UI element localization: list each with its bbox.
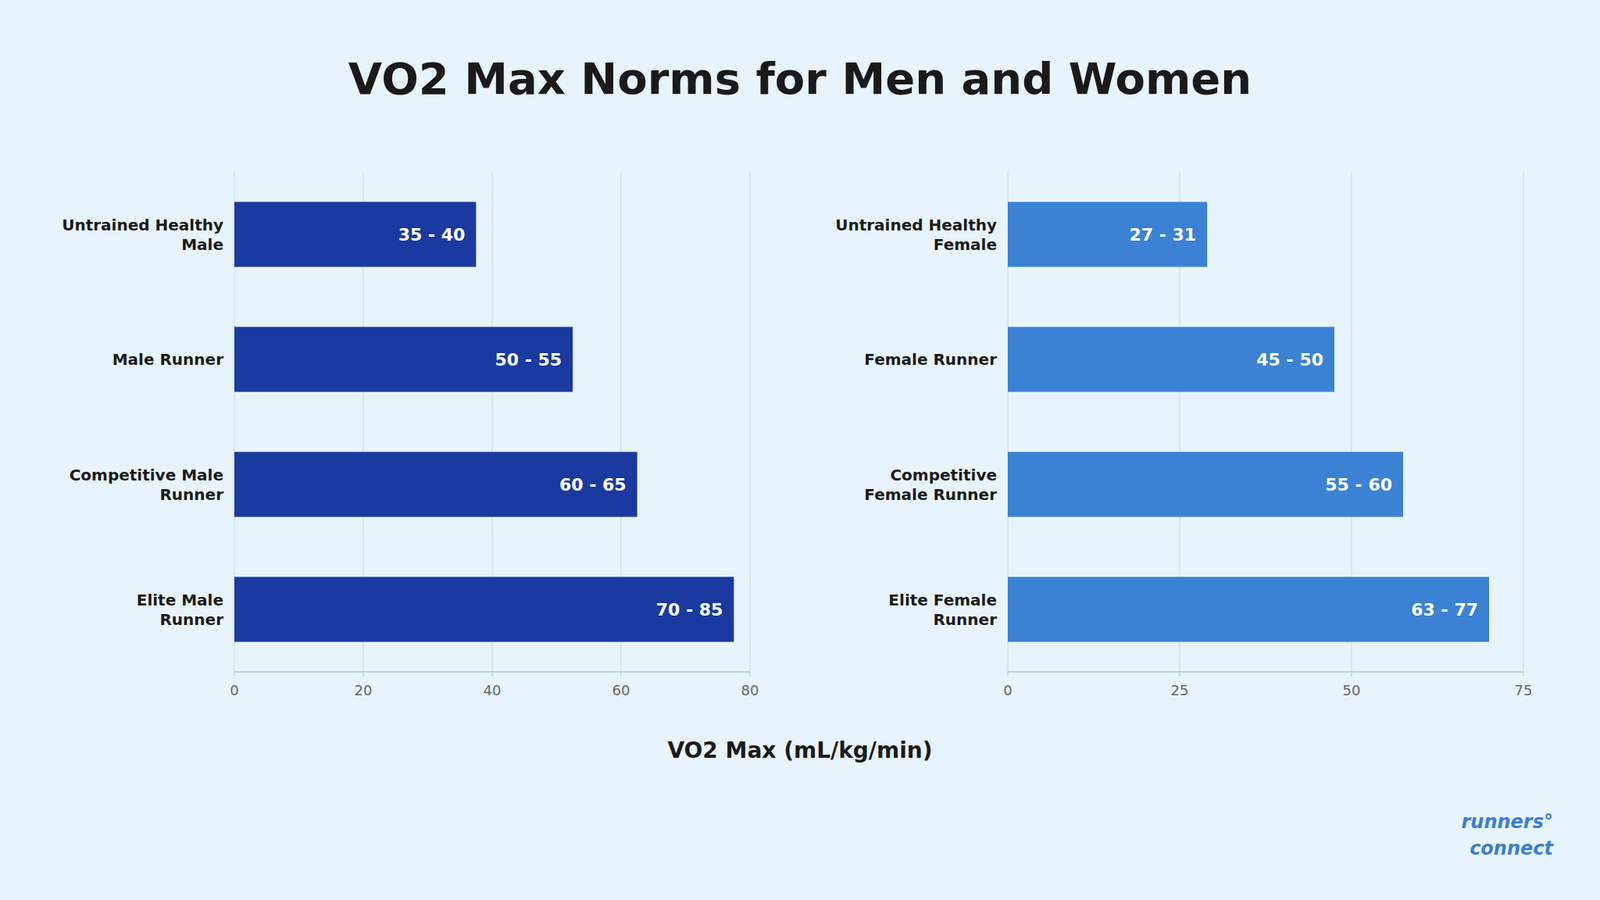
tick-mark: [1351, 671, 1353, 677]
data-label: 27 - 31: [1129, 225, 1197, 245]
category-label: Female Runner: [864, 350, 997, 369]
tick-mark: [1179, 671, 1181, 677]
category-label: Elite FemaleRunner: [888, 590, 997, 629]
chart: 02040608035 - 40Untrained HealthyMale50 …: [0, 0, 1600, 900]
category-label: Untrained HealthyFemale: [835, 215, 997, 254]
category-label-line: Runner: [159, 485, 224, 504]
tick-label: 0: [1003, 682, 1012, 699]
data-label: 63 - 77: [1410, 600, 1479, 620]
bar: [234, 451, 638, 517]
tick-mark: [621, 671, 622, 677]
annotation: runners°: [1461, 810, 1554, 833]
tick-mark: [1523, 671, 1525, 677]
category-label-line: Runner: [159, 610, 224, 629]
bar: [1007, 326, 1335, 392]
bars: [234, 201, 734, 642]
tick-label: 25: [1171, 682, 1190, 699]
bar: [234, 201, 476, 267]
category-label-line: Untrained Healthy: [61, 215, 224, 235]
category-label: Male Runner: [112, 350, 224, 369]
background: [0, 0, 1600, 900]
category-label-line: Competitive: [889, 465, 997, 485]
category-label: CompetitiveFemale Runner: [864, 465, 997, 504]
tick-label: 50: [1342, 682, 1361, 699]
tick-label: 75: [1514, 682, 1533, 699]
grid-line: [750, 171, 751, 672]
bar: [234, 326, 573, 392]
tick-mark: [363, 671, 365, 677]
x-axis-line: [1007, 671, 1524, 673]
tick-label: 40: [483, 682, 502, 699]
data-label: 45 - 50: [1256, 350, 1324, 370]
x-axis-line: [234, 671, 750, 673]
tick-label: 0: [229, 682, 239, 699]
data-label: 50 - 55: [494, 350, 562, 370]
category-label-line: Male: [181, 235, 224, 254]
category-label-line: Female Runner: [864, 485, 997, 504]
category-label-line: Runner: [932, 610, 997, 629]
category-label-line: Female: [933, 235, 997, 254]
category-label: Elite MaleRunner: [136, 590, 224, 629]
labels: 35 - 40 Untrained HealthyMale 50 - 55 Male …: [61, 215, 723, 629]
category-label-line: Competitive Male: [69, 465, 224, 485]
panel: 0 20 40 60 80 35 - 40 Untrained HealthyMale 50 …: [61, 171, 759, 699]
data-label: 60 - 65: [559, 475, 627, 495]
panel: 0 25 50 75 27 - 31 Untrained HealthyFemale 45 …: [835, 171, 1533, 699]
x-axis-label: VO2 Max (mL/kg/min): [667, 737, 933, 764]
tick-label: 20: [354, 682, 373, 699]
tick-mark: [1007, 671, 1009, 677]
category-label-line: Female Runner: [864, 350, 997, 369]
category-label: Competitive MaleRunner: [69, 465, 224, 504]
tick-label: 60: [612, 682, 631, 699]
tick-mark: [750, 671, 751, 677]
data-label: 70 - 85: [656, 600, 724, 620]
tick-mark: [492, 671, 493, 677]
tick-mark: [234, 671, 236, 677]
labels: 27 - 31 Untrained HealthyFemale 45 - 50 Fem…: [835, 215, 1479, 629]
bar: [234, 576, 734, 642]
bar: [1007, 201, 1208, 267]
grid-line: [1523, 171, 1525, 672]
category-label-line: Male Runner: [112, 350, 224, 369]
category-label-line: Elite Male: [136, 590, 224, 610]
category-label: Untrained HealthyMale: [61, 215, 224, 254]
data-label: 55 - 60: [1325, 475, 1393, 495]
data-label: 35 - 40: [398, 225, 466, 245]
annotation: connect: [1469, 837, 1554, 860]
category-label-line: Elite Female: [888, 590, 997, 610]
bars: [1007, 201, 1490, 642]
bar: [1007, 451, 1404, 517]
title: VO2 Max Norms for Men and Women: [348, 53, 1252, 104]
category-label-line: Untrained Healthy: [835, 215, 997, 235]
tick-label: 80: [741, 682, 760, 699]
bar: [1007, 576, 1490, 642]
